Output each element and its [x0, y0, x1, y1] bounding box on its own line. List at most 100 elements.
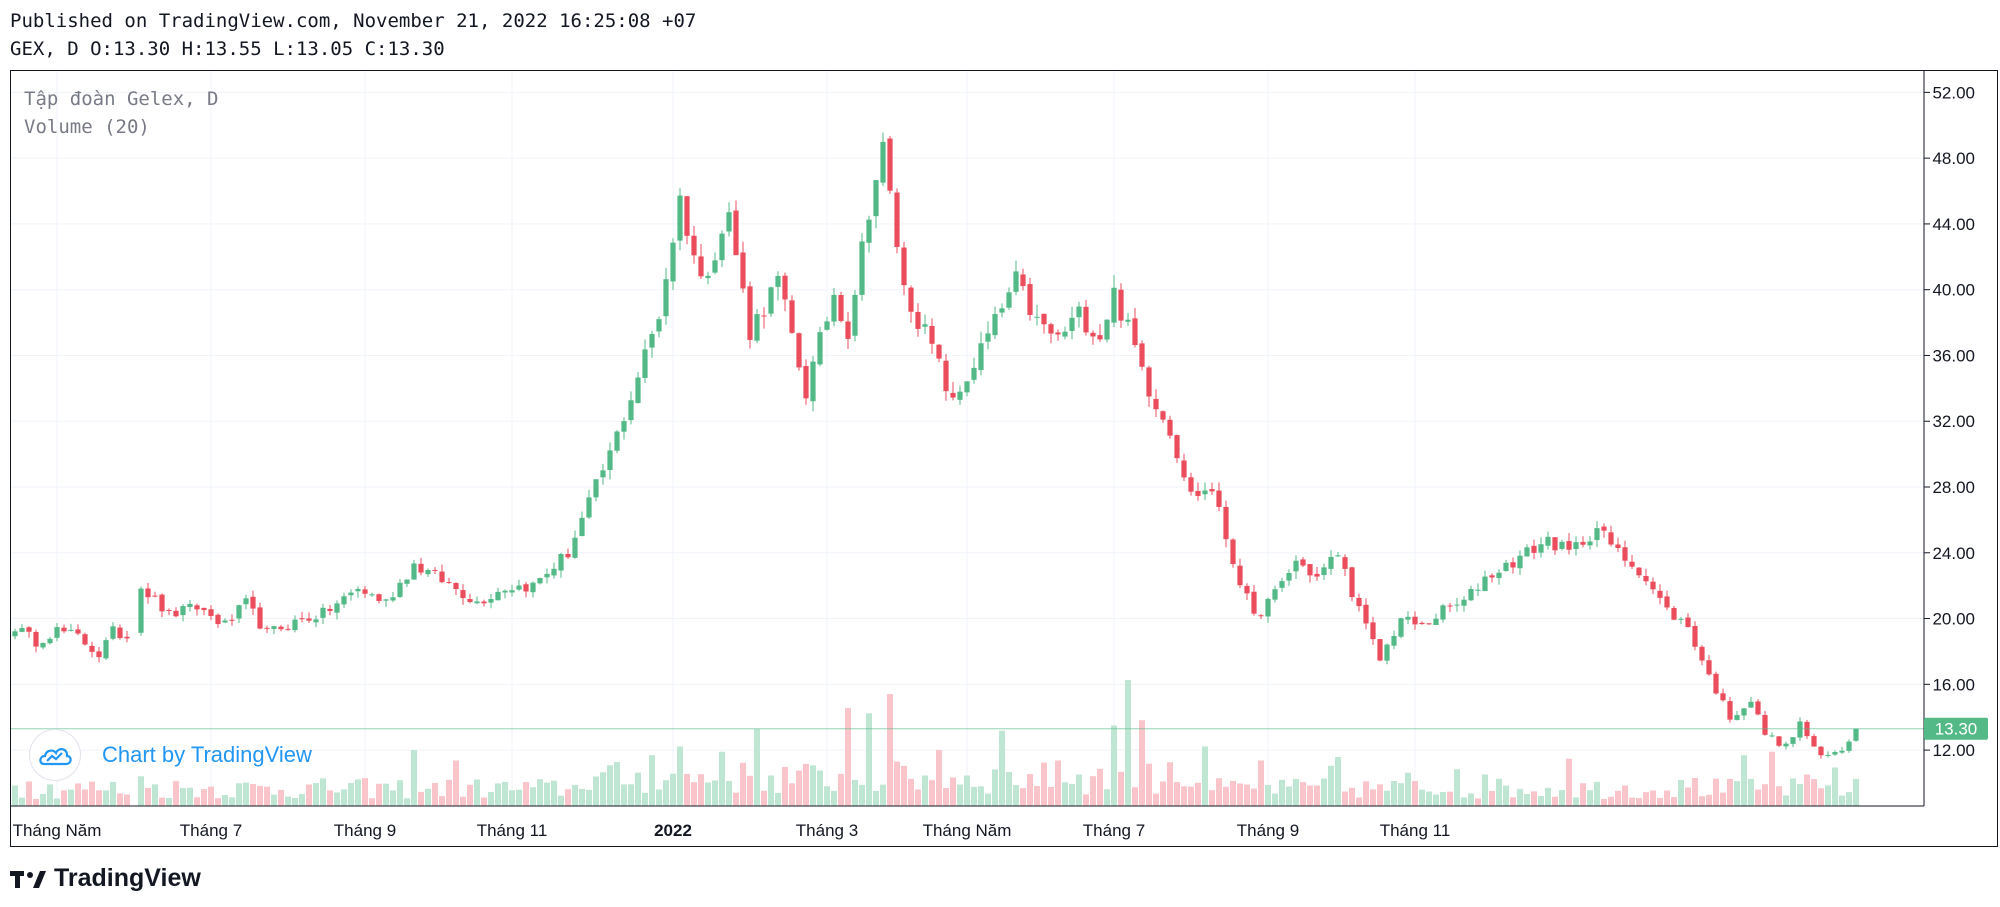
volume-bar [264, 786, 270, 806]
candle-body [397, 582, 403, 597]
candle-body [1727, 701, 1733, 720]
candle-body [1650, 581, 1656, 590]
candle-body [544, 573, 550, 578]
candle-body [1713, 673, 1719, 694]
candle-body [586, 497, 592, 518]
volume-bar [334, 792, 340, 806]
candle-body [915, 311, 921, 329]
candle-body [1664, 596, 1670, 608]
candle-body [1069, 317, 1075, 331]
candle-body [719, 233, 725, 261]
candle-body [1335, 555, 1341, 557]
candle-body [572, 537, 578, 558]
y-tick-label: 44.00 [1932, 215, 1975, 234]
candle-body [817, 332, 823, 365]
candle-body [1377, 639, 1383, 661]
volume-bar [1755, 789, 1761, 806]
volume-bar [173, 781, 179, 806]
candle-body [733, 210, 739, 256]
candle-body [852, 294, 858, 336]
volume-bar [1286, 786, 1292, 806]
candle-body [663, 279, 669, 317]
volume-bar [775, 792, 781, 806]
volume-bar [460, 796, 466, 806]
candle-body [705, 275, 711, 279]
volume-bar [1279, 779, 1285, 806]
candle-body [152, 595, 158, 597]
candle-body [698, 256, 704, 277]
candle-body [1489, 575, 1495, 578]
candle-body [1720, 693, 1726, 701]
volume-bar [1370, 789, 1376, 806]
candle-body [1426, 623, 1432, 625]
y-tick-label: 28.00 [1932, 478, 1975, 497]
candle-body [369, 594, 375, 596]
volume-bar [852, 779, 858, 806]
volume-bar [110, 781, 116, 806]
candle-body [1580, 541, 1586, 545]
candle-body [1482, 576, 1488, 592]
candle-body [1559, 541, 1565, 549]
candle-body [278, 626, 284, 630]
volume-bar [117, 793, 123, 806]
candle-body [425, 569, 431, 575]
candle-body [68, 629, 74, 631]
legend-volume[interactable]: Volume (20) [24, 116, 150, 138]
candle-body [908, 287, 914, 312]
candle-body [1608, 532, 1614, 545]
candle-body [978, 343, 984, 371]
volume-bar [929, 780, 935, 806]
candle-body [1041, 313, 1047, 325]
volume-bar [845, 708, 851, 806]
candle-body [460, 590, 466, 599]
candle-body [1216, 490, 1222, 507]
candle-body [1510, 562, 1516, 568]
candle-body [292, 619, 298, 631]
candle-body [1524, 547, 1530, 557]
volume-bar [607, 765, 613, 806]
volume-bar [229, 797, 235, 806]
candle-body [838, 294, 844, 321]
volume-bar [1244, 784, 1250, 806]
volume-bar [68, 789, 74, 806]
candle-body [607, 450, 613, 470]
volume-bar [355, 779, 361, 806]
candle-body [579, 517, 585, 537]
candle-body [726, 212, 732, 232]
volume-bar [1853, 778, 1859, 806]
x-tick-label: Tháng 11 [477, 821, 548, 840]
candle-body [1083, 306, 1089, 333]
tradingview-footer-logo[interactable]: TradingView [10, 864, 201, 893]
volume-bar [628, 784, 634, 806]
candle-body [691, 235, 697, 256]
volume-bar [747, 775, 753, 806]
volume-bar [1531, 791, 1537, 806]
tradingview-watermark[interactable]: Chart by TradingView [30, 730, 312, 780]
candle-body [40, 643, 46, 648]
candle-body [1412, 616, 1418, 625]
volume-bar [1489, 791, 1495, 806]
candle-body [1328, 556, 1334, 569]
volume-bar [1055, 760, 1061, 806]
x-tick-label: Tháng Năm [13, 821, 102, 840]
volume-bar [1419, 789, 1425, 806]
candle-body [1167, 419, 1173, 436]
volume-bar [96, 790, 102, 806]
volume-bar [1720, 792, 1726, 806]
candle-body [656, 319, 662, 332]
candle-body [866, 219, 872, 243]
volume-bar [1160, 781, 1166, 806]
candle-body [1657, 590, 1663, 598]
volume-bar [1013, 785, 1019, 806]
candle-body [929, 325, 935, 344]
volume-bar [1706, 794, 1712, 806]
legend-title[interactable]: Tập đoàn Gelex, D [24, 88, 219, 110]
volume-bar [635, 772, 641, 806]
candle-body [110, 626, 116, 639]
candle-body [894, 192, 900, 247]
y-tick-label: 36.00 [1932, 346, 1975, 365]
volume-bar [1167, 762, 1173, 806]
volume-bar [138, 776, 144, 806]
candle-body [1272, 589, 1278, 600]
